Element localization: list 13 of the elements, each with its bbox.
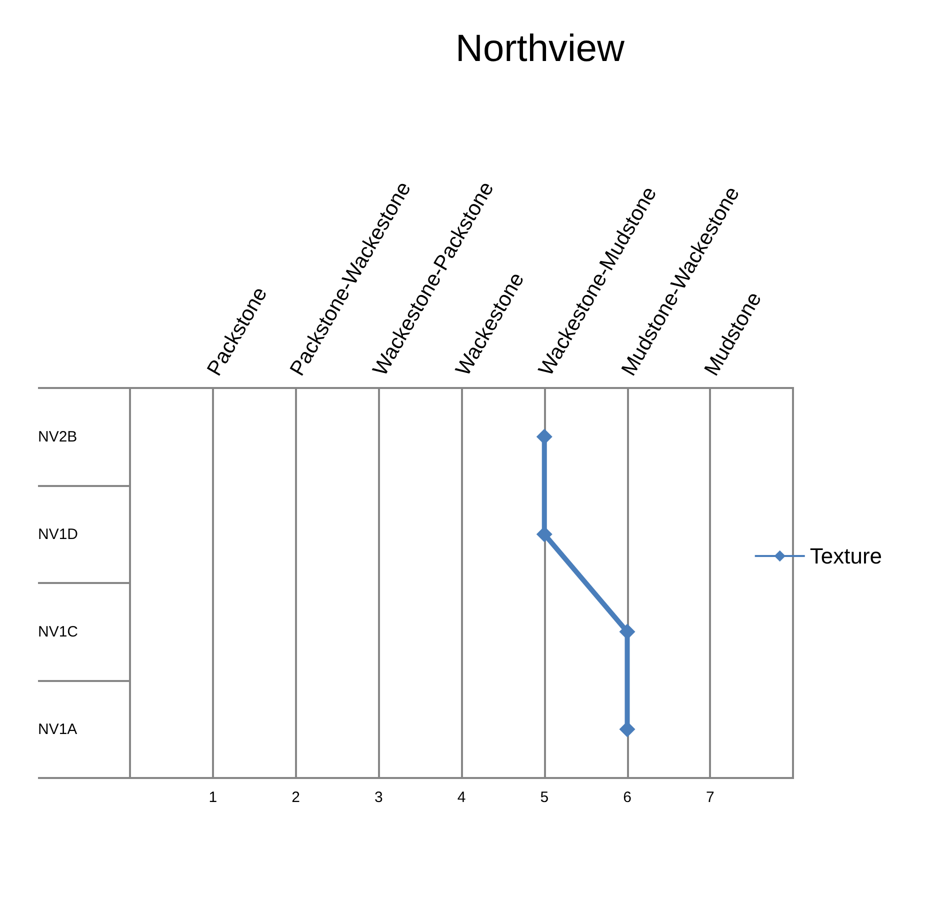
x-tick-label: 2 xyxy=(292,789,300,806)
x-tick-label: 3 xyxy=(374,789,383,806)
y-tick-label: NV2B xyxy=(38,428,78,446)
x-tick-label: 4 xyxy=(457,789,466,806)
y-tick-label: NV1D xyxy=(38,526,78,543)
y-tick-label: NV1A xyxy=(38,720,78,738)
x-tick-label: 1 xyxy=(208,789,218,806)
x-tick-label: 6 xyxy=(623,789,632,806)
y-tick-label: NV1C xyxy=(38,623,78,640)
x-tick-label: 7 xyxy=(706,789,714,806)
legend-label: Texture xyxy=(810,544,882,568)
chart-title: Northview xyxy=(456,28,626,70)
x-tick-label: 5 xyxy=(540,789,549,806)
